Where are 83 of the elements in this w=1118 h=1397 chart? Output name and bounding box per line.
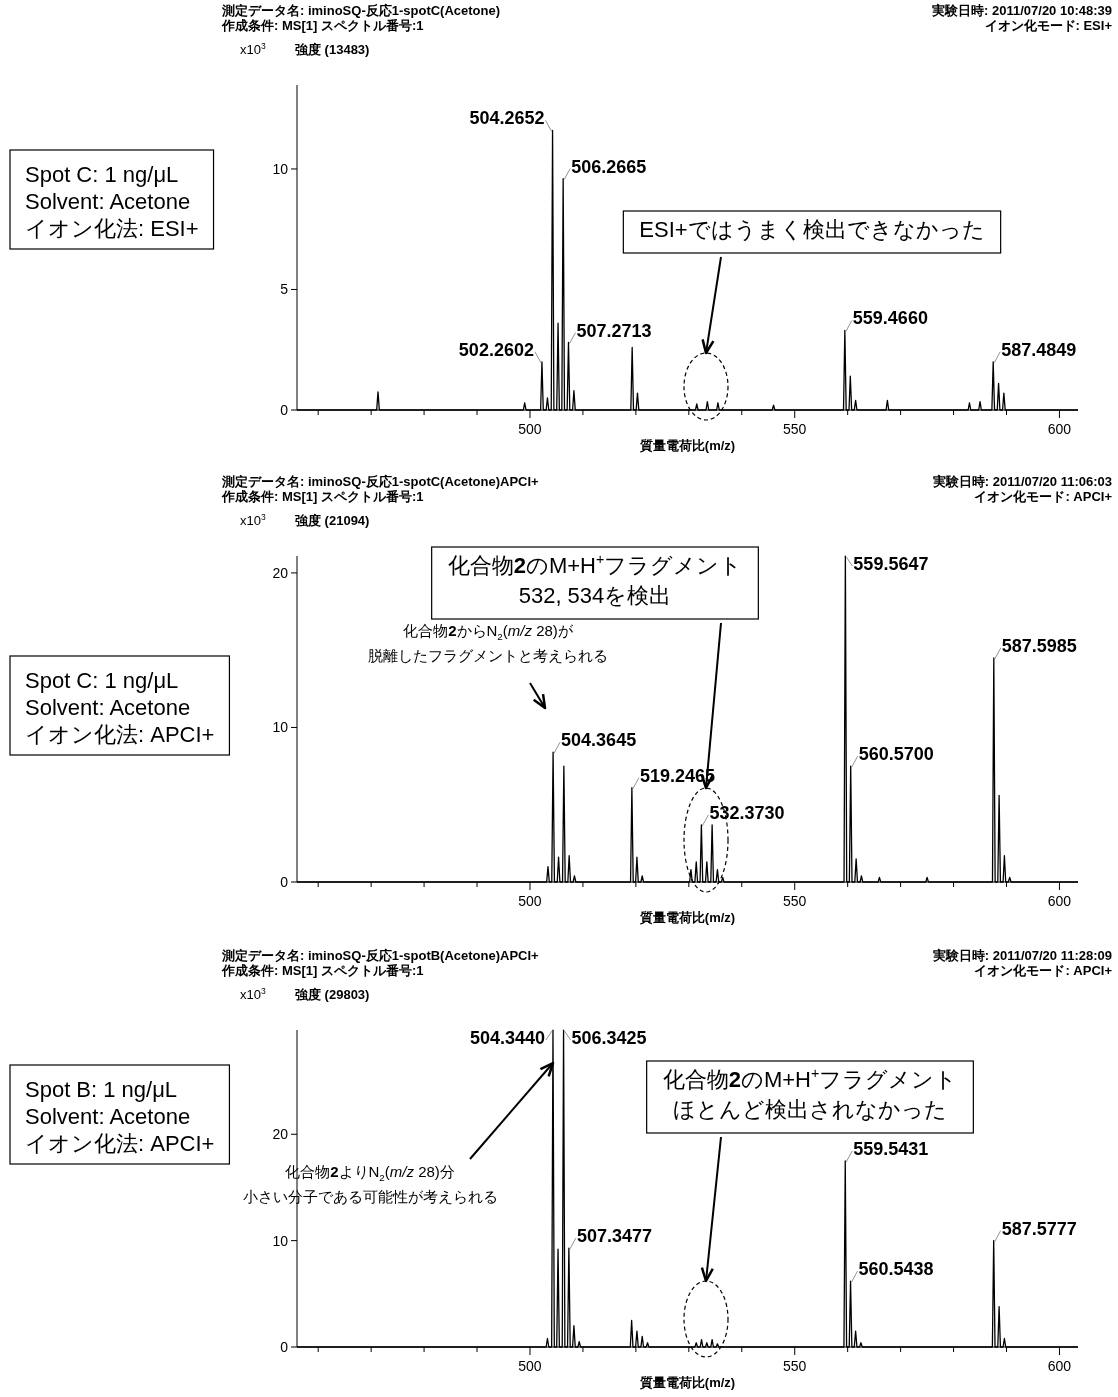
annotation: 506.2665 — [571, 156, 647, 177]
text: 実験日時: 2011/07/20 10:48:39 — [931, 3, 1112, 18]
annotation: 559.4660 — [852, 308, 928, 329]
peak-label: 587.4849 — [993, 339, 1077, 364]
y-tick-label: 10 — [272, 1232, 289, 1249]
peak-label: 502.2602 — [458, 339, 542, 364]
note: 化合物2よりN$_{2}$(m/z 28)分 小さい分子である可能性が考えられる — [242, 1163, 498, 1205]
callout-box: 化合物2のM+H$^{+}$フラグメント 532, 534を検出 — [431, 546, 759, 620]
y-axis-title: 強度 (21094) — [295, 513, 370, 528]
annotation: 化合物2のM+H$^{+}$フラグメント — [447, 551, 743, 578]
peak-label: 506.3425 — [564, 1028, 647, 1048]
peak-label: 559.5431 — [845, 1138, 929, 1163]
annotation: 507.2713 — [576, 320, 652, 341]
x-axis-title: 質量電荷比(m/z) — [638, 438, 736, 453]
peak-label: 507.2713 — [569, 320, 652, 344]
y-tick-label: 20 — [272, 564, 289, 581]
x-tick-label: 600 — [1047, 1358, 1072, 1374]
peak-label: 532.3730 — [702, 802, 785, 827]
y-tick-label: 10 — [272, 719, 289, 736]
peak-label: 504.3645 — [553, 730, 637, 754]
x-tick-label: 550 — [783, 421, 807, 437]
peak-label: 587.5777 — [994, 1218, 1077, 1243]
text: x10$^{3}$ — [240, 985, 266, 1002]
y-axis-title: 強度 (29803) — [295, 987, 370, 1002]
annotation: 587.4849 — [1001, 339, 1077, 360]
peak-label: 559.4660 — [845, 308, 928, 332]
annotation: 504.2652 — [469, 108, 545, 129]
annotation: 587.5985 — [1001, 635, 1077, 656]
x-tick-label: 500 — [518, 421, 542, 437]
annotation: ほとんど検出されなかった — [673, 1097, 947, 1122]
peak-label: 560.5438 — [851, 1259, 934, 1283]
peak-label: 587.5985 — [994, 635, 1077, 660]
annotation: 507.3477 — [576, 1226, 652, 1247]
x-tick-label: 600 — [1047, 421, 1072, 437]
y-axis-title: 強度 (13483) — [295, 42, 370, 57]
peak-label: 506.2665 — [563, 156, 647, 180]
annotation: 502.2602 — [458, 339, 534, 360]
annotation: 587.5777 — [1001, 1218, 1077, 1239]
text: x10$^{3}$ — [240, 511, 266, 528]
peak-label: 507.3477 — [569, 1226, 652, 1250]
annotation: 504.3645 — [561, 730, 637, 751]
peak-label: 559.5647 — [845, 554, 929, 574]
y-tick-label: 10 — [272, 160, 289, 177]
peak-label: 504.3440 — [469, 1028, 553, 1048]
chart-title: 測定データ名: iminoSQ-反応1-spotC(Acetone) — [221, 3, 501, 18]
text: イオン化モード: ESI+ — [984, 18, 1113, 33]
y-tick-label: 0 — [280, 402, 289, 418]
x-tick-label: 500 — [518, 893, 542, 909]
x-tick-label: 550 — [783, 893, 807, 909]
info-box: Spot B: 1 ng/μL Solvent: Acetone イオン化法: APCI+ — [9, 1064, 230, 1165]
chart-subtitle: 作成条件: MS[1] スペクトル番号:1 — [221, 489, 424, 504]
info-box: Spot C: 1 ng/μL Solvent: Acetone イオン化法: ESI+ — [9, 149, 215, 250]
annotation: 532, 534を検出 — [518, 583, 672, 608]
annotation: 559.5431 — [853, 1138, 929, 1159]
info-box: Spot C: 1 ng/μL Solvent: Acetone イオン化法: APCI+ — [9, 655, 230, 756]
note: 化合物2からN$_{2}$(m/z 28)が 脱離したフラグメントと考えられる — [368, 622, 608, 664]
peak-label: 504.2652 — [469, 108, 552, 132]
text: 実験日時: 2011/07/20 11:28:09 — [931, 948, 1112, 963]
y-tick-label: 5 — [280, 281, 289, 298]
annotation: 560.5700 — [858, 744, 934, 765]
x-tick-label: 550 — [783, 1358, 807, 1374]
x-tick-label: 600 — [1047, 893, 1072, 909]
text: 実験日時: 2011/07/20 11:06:03 — [931, 474, 1112, 489]
text: イオン化モード: APCI+ — [974, 963, 1113, 978]
x-tick-label: 500 — [518, 1358, 542, 1374]
chart-subtitle: 作成条件: MS[1] スペクトル番号:1 — [221, 18, 424, 33]
y-tick-label: 0 — [280, 874, 289, 890]
annotation: 532.3730 — [709, 802, 785, 823]
chart-title: 測定データ名: iminoSQ-反応1-spotB(Acetone)APCI+ — [221, 948, 540, 963]
chart-title: 測定データ名: iminoSQ-反応1-spotC(Acetone)APCI+ — [221, 474, 540, 489]
callout-box: 化合物2のM+H$^{+}$フラグメント ほとんど検出されなかった — [646, 1060, 974, 1134]
annotation: ESI+ではうまく検出できなかった — [639, 217, 985, 242]
annotation: 560.5438 — [858, 1259, 934, 1280]
callout-box: ESI+ではうまく検出できなかった — [622, 210, 1002, 254]
annotation: 化合物2のM+H$^{+}$フラグメント — [662, 1065, 958, 1092]
text: イオン化モード: APCI+ — [974, 489, 1113, 504]
x-axis-title: 質量電荷比(m/z) — [638, 910, 736, 925]
y-tick-label: 0 — [280, 1339, 289, 1355]
peak-label: 560.5700 — [851, 744, 934, 768]
x-axis-title: 質量電荷比(m/z) — [638, 1375, 736, 1390]
y-tick-label: 20 — [272, 1126, 289, 1143]
chart-subtitle: 作成条件: MS[1] スペクトル番号:1 — [221, 963, 424, 978]
text: x10$^{3}$ — [240, 40, 266, 57]
